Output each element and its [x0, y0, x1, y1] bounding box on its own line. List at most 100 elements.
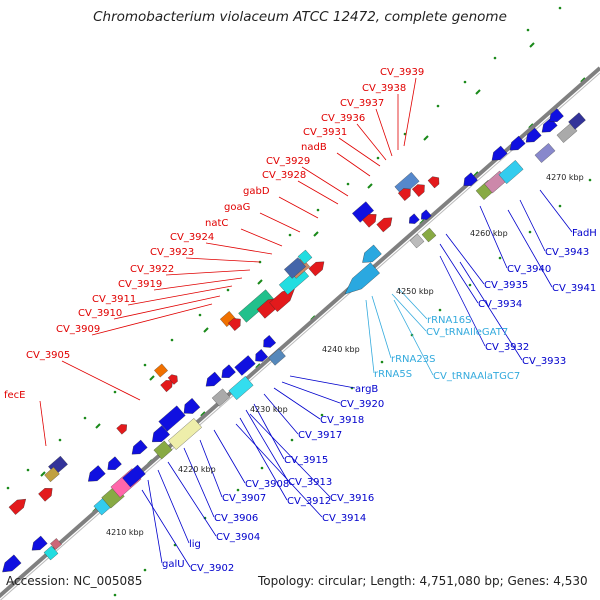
gene-label-below: CV_3915 [284, 455, 328, 466]
gene-label-below: CV_3902 [190, 563, 234, 574]
gene-label-below: CV_3904 [216, 532, 260, 543]
leader-line [391, 293, 427, 332]
gene-label-above: CV_3936 [321, 113, 365, 124]
gene-label-below: CV_3906 [214, 513, 258, 524]
gene-label-below: argB [355, 384, 378, 395]
outer-dot [526, 28, 530, 32]
genome-summary: Topology: circular; Length: 4,751,080 bp… [258, 574, 588, 588]
gene-label-above: CV_3922 [130, 264, 174, 275]
kbp-marker: 4260 kbp [470, 229, 508, 238]
gene-reverse [463, 172, 478, 186]
outer-dot [26, 468, 30, 472]
gene-label-below: galU [162, 559, 185, 570]
gene-box [158, 405, 186, 432]
inner-dot [260, 466, 264, 470]
gene-box [234, 355, 256, 376]
scale-tick [580, 77, 586, 83]
inner-dot [438, 308, 442, 312]
leader-line [239, 417, 288, 501]
gene-reverse [107, 456, 122, 470]
gene-forward [116, 424, 127, 435]
inner-dot [588, 178, 592, 182]
leader-line [113, 295, 221, 320]
rna-label: CV_tRNAIleGAT7 [426, 327, 508, 338]
leader-line [199, 439, 223, 498]
rna-label: rRNA5S [374, 369, 412, 380]
outer-dot [436, 104, 440, 108]
inner-dot [236, 488, 240, 492]
gene-label-above: CV_3905 [26, 350, 70, 361]
leader-line [371, 295, 392, 359]
leader-line [240, 228, 283, 247]
leader-line [263, 393, 299, 435]
gene-label-below: CV_3934 [478, 299, 522, 310]
scale-tick [367, 183, 373, 189]
inner-dot [498, 256, 502, 260]
outer-dot [83, 416, 87, 420]
gene-label-above: natC [205, 218, 228, 229]
gene-reverse [221, 364, 236, 378]
kbp-marker: 4230 kbp [250, 405, 288, 414]
gene-label-above: gabD [243, 186, 270, 197]
scale-ticks [40, 42, 586, 513]
gene-box [228, 376, 254, 400]
gene-label-above: CV_3911 [92, 294, 136, 305]
gene-reverse [88, 465, 106, 482]
gene-box [211, 388, 231, 407]
gene-reverse [255, 349, 269, 362]
outer-dot [143, 363, 147, 367]
inner-dot [320, 413, 324, 417]
leader-line [235, 423, 323, 518]
gene-box [168, 418, 202, 450]
scale-tick [313, 231, 319, 237]
leader-line [301, 166, 349, 197]
gene-label-above: CV_3937 [340, 98, 384, 109]
gene-box [43, 545, 59, 561]
gene-box [297, 249, 313, 265]
gene-label-below: CV_3935 [484, 280, 528, 291]
gene-label-below: lig [189, 539, 201, 550]
gene-box [394, 172, 420, 196]
leader-line [365, 299, 375, 374]
outer-dot [170, 338, 174, 342]
outer-dot [226, 288, 230, 292]
gene-label-below: CV_3933 [522, 356, 566, 367]
leader-line [397, 287, 428, 320]
leader-line [165, 269, 251, 276]
inner-dot [528, 230, 532, 234]
gene-box [44, 466, 60, 483]
inner-dot [380, 360, 384, 364]
gene-reverse [205, 371, 222, 387]
scale-tick [257, 279, 263, 285]
scale-tick [203, 327, 209, 333]
gene-box [498, 160, 524, 184]
gene-reverse [491, 145, 508, 161]
leader-line [127, 285, 233, 306]
gene-label-below: FadH [572, 228, 597, 239]
gene-label-above: CV_3919 [118, 279, 162, 290]
kbp-marker: 4250 kbp [396, 287, 434, 296]
outer-dot [6, 486, 10, 490]
gene-box [122, 464, 146, 488]
outer-dot [198, 313, 202, 317]
gene-label-below: CV_3940 [507, 264, 551, 275]
leader-line [253, 403, 285, 460]
accession-label: Accession: NC_005085 [6, 574, 143, 588]
gene-label-above: CV_3909 [56, 324, 100, 335]
gene-label-below: CV_3913 [288, 477, 332, 488]
gene-reverse [421, 209, 432, 220]
leader-line [245, 409, 289, 482]
gene-reverse [409, 213, 420, 224]
gene-label-below: CV_3916 [330, 493, 374, 504]
gene-reverse [509, 135, 526, 151]
gene-label-below: CV_3907 [222, 493, 266, 504]
inner-dot [558, 204, 562, 208]
leader-line [153, 277, 243, 291]
gene-labels: CV_3939 CV_3938 CV_3937 CV_3936 CV_3931 nadB C… [4, 67, 597, 574]
leader-line [459, 261, 523, 361]
outer-dot [316, 208, 320, 212]
leader-line [439, 243, 479, 304]
leader-line [39, 400, 47, 447]
gene-box [268, 348, 286, 366]
